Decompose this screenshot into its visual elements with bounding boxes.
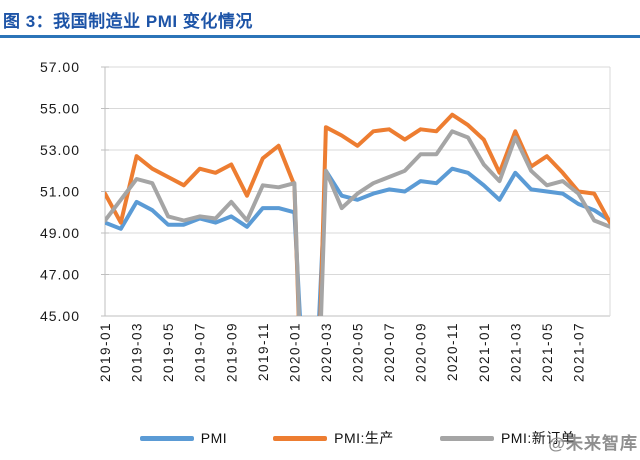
y-tick-label: 53.00 (40, 142, 80, 158)
y-tick-label: 45.00 (40, 308, 80, 324)
y-tick-label: 49.00 (40, 225, 80, 241)
x-tick-label: 2020-07 (382, 322, 397, 382)
x-tick-label: 2021-05 (540, 322, 555, 382)
x-tick-label: 2020-05 (351, 322, 366, 382)
y-tick-label: 55.00 (40, 101, 80, 117)
x-tick-label: 2021-01 (477, 322, 492, 382)
legend-label-pmi-new-orders: PMI:新订单 (500, 430, 576, 446)
legend-item-pmi-production: PMI:生产 (273, 428, 394, 448)
y-tick-label: 47.00 (40, 267, 80, 283)
legend-item-pmi: PMI (139, 430, 228, 446)
x-tick-label: 2019-11 (256, 322, 271, 381)
legend-line-swatch-pmi (139, 435, 194, 441)
x-tick-label: 2019-07 (193, 322, 208, 382)
y-tick-label: 57.00 (40, 59, 80, 75)
figure-title: 图 3：我国制造业 PMI 变化情况 (3, 12, 253, 31)
chart-legend: PMI PMI:生产 PMI:新订单 (105, 426, 610, 450)
x-tick-label: 2019-03 (130, 322, 145, 382)
x-tick-label: 2019-05 (161, 322, 176, 382)
series-line-pmi (105, 166, 610, 316)
title-divider-line (0, 35, 640, 38)
legend-label-pmi-production: PMI:生产 (334, 430, 394, 446)
x-tick-label: 2020-03 (319, 322, 334, 382)
x-tick-label: 2021-03 (508, 322, 523, 382)
legend-line-swatch-pmi-new-orders (439, 435, 494, 441)
x-tick-label: 2020-01 (287, 322, 302, 382)
x-tick-label: 2019-09 (224, 322, 239, 382)
legend-label-pmi: PMI (200, 430, 228, 446)
legend-item-pmi-new-orders: PMI:新订单 (439, 428, 576, 448)
watermark-text: @未来智库 (548, 434, 638, 453)
x-tick-label: 2021-07 (571, 322, 586, 382)
legend-line-swatch-pmi-production (273, 435, 328, 441)
series-line-pmi-new-orders (105, 129, 610, 316)
y-tick-label: 51.00 (40, 184, 80, 200)
x-tick-label: 2020-09 (414, 322, 429, 382)
series-line-pmi-production (105, 112, 610, 316)
x-tick-label: 2020-11 (445, 322, 460, 381)
x-tick-label: 2019-01 (98, 322, 113, 382)
